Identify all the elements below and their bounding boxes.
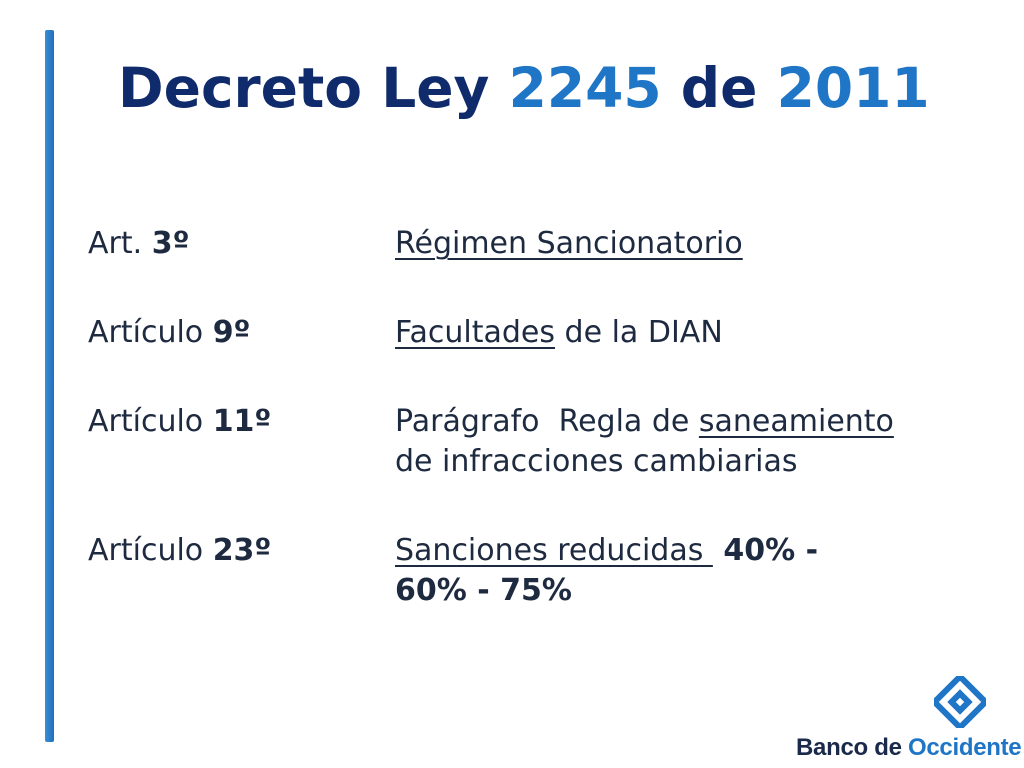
brand-logo: Banco de Occidente [796,676,1022,764]
article-label-prefix: Artículo [88,533,213,568]
article-label: Artículo 9º [88,313,250,353]
article-description-line-1: Sanciones reducidas 40% - [395,531,985,571]
article-description: Sanciones reducidas 40% - 60% - 75% [395,531,985,611]
article-number: 9º [212,315,251,350]
article-label: Artículo 23º [88,531,271,571]
brand-name-part1: Banco de [796,734,908,761]
article-number: 11º [212,404,272,439]
article-description-line-2: de infracciones cambiarias [395,444,798,479]
article-description: Facultades de la DIAN [395,313,985,353]
brand-name: Banco de Occidente [796,734,1022,762]
article-number: 23º [212,533,272,568]
title-number-decree: 2245 [508,56,662,120]
article-label-prefix: Artículo [88,315,213,350]
article-description-rest: de la DIAN [555,315,723,350]
article-description: Parágrafo Regla de saneamiento de infrac… [395,402,985,482]
article-description-underlined: Sanciones reducidas [395,533,713,568]
title-part1: Decreto Ley [118,56,509,120]
article-description-underlined: Régimen Sancionatorio [395,226,743,261]
article-description-line-1: Parágrafo Regla de saneamiento [395,402,985,442]
article-description-line-2: 60% - 75% [395,573,572,608]
article-label: Art. 3º [88,224,190,264]
title-number-year: 2011 [776,56,930,120]
accent-bar [45,30,54,742]
brand-name-part2: Occidente [908,734,1022,761]
diamond-logo-icon [934,676,986,728]
article-label: Artículo 11º [88,402,271,442]
page-title: Decreto Ley 2245 de 2011 [118,52,930,124]
article-description-plain: Parágrafo Regla de [395,404,699,439]
article-description-underlined: Facultades [395,315,556,350]
article-description: Régimen Sancionatorio [395,224,985,264]
article-label-prefix: Artículo [88,404,213,439]
article-label-prefix: Art. [88,226,152,261]
article-description-bold: 40% - [712,533,819,568]
article-description-underlined: saneamiento [698,404,894,439]
article-number: 3º [151,226,190,261]
title-part2: de [661,56,777,120]
